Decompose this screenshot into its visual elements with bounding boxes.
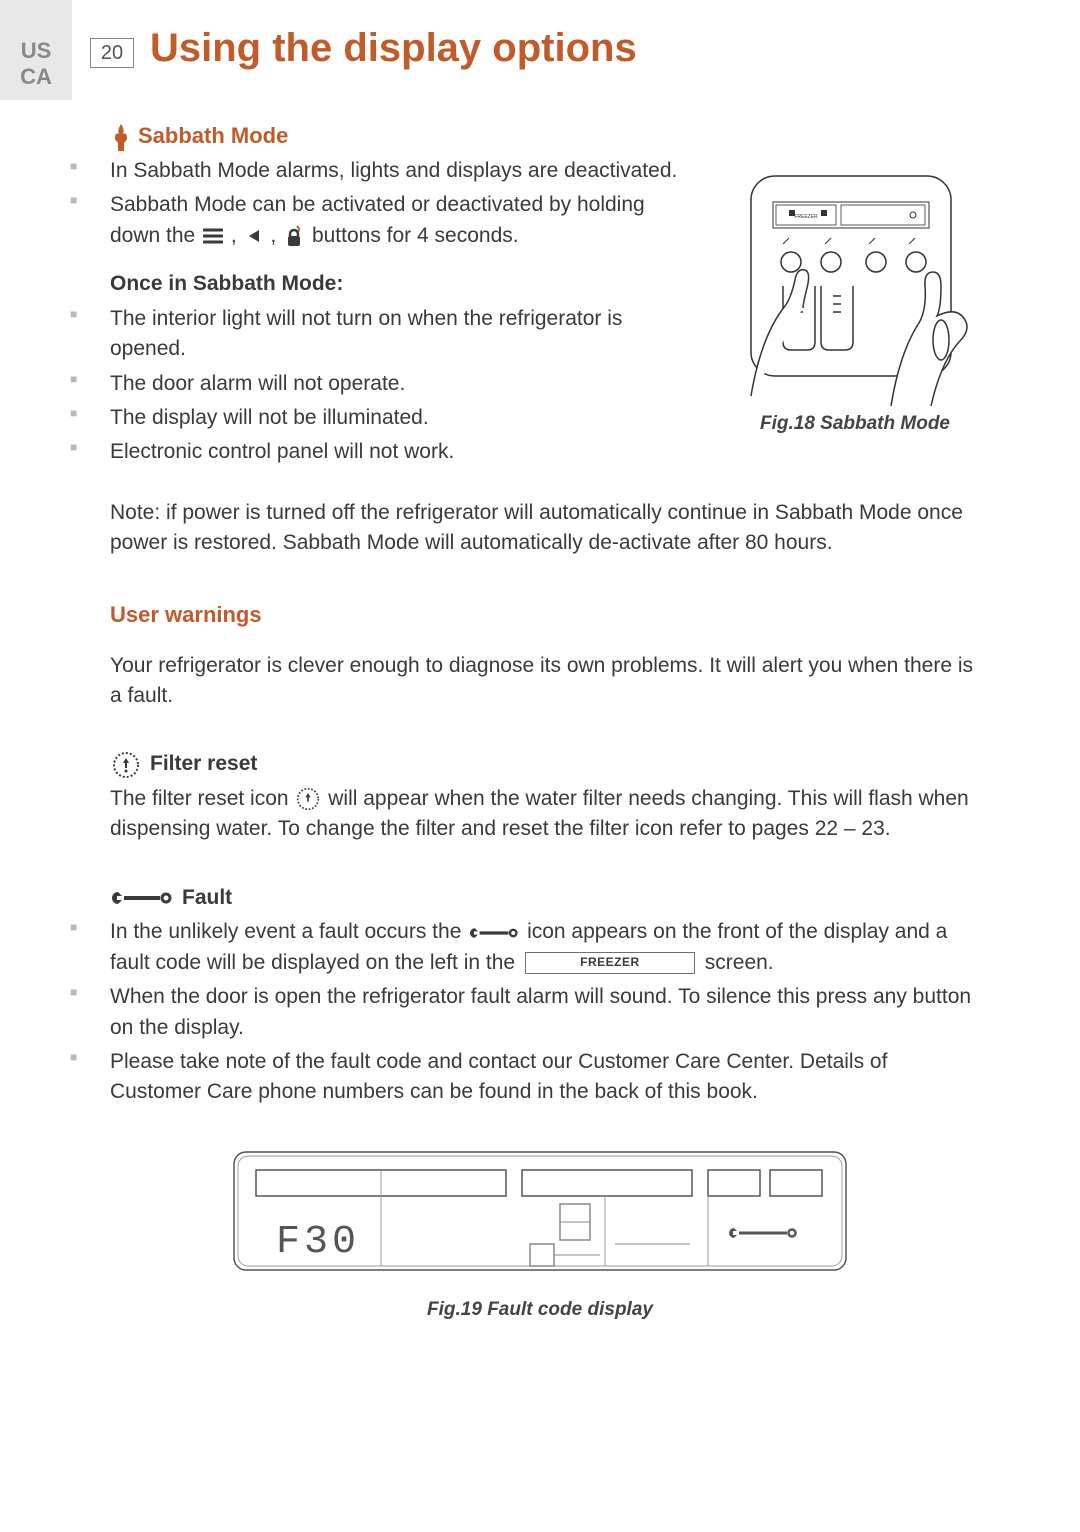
list-item: In Sabbath Mode alarms, lights and displ… xyxy=(70,156,680,186)
wrench-inline-icon xyxy=(469,925,519,941)
list-item: Please take note of the fault code and c… xyxy=(70,1047,980,1108)
list-item: When the door is open the refrigerator f… xyxy=(70,982,980,1043)
menu-icon xyxy=(203,228,223,244)
figure-19-caption: Fig.19 Fault code display xyxy=(230,1296,850,1324)
freezer-screen-label: FREEZER xyxy=(525,952,695,974)
sabbath-mode-header: Sabbath Mode xyxy=(110,120,980,152)
filter-reset-icon xyxy=(112,751,140,779)
filter-reset-header: Filter reset xyxy=(110,749,980,779)
lock-flame-icon xyxy=(284,224,304,248)
list-item: Electronic control panel will not work. xyxy=(70,437,680,467)
user-warnings-intro: Your refrigerator is clever enough to di… xyxy=(110,651,980,712)
locale-us: US xyxy=(21,38,52,64)
locale-ca: CA xyxy=(20,64,52,90)
page-number: 20 xyxy=(101,42,123,65)
fault-header: Fault xyxy=(110,883,980,913)
locale-sidebar: US CA xyxy=(0,0,72,100)
list-item: In the unlikely event a fault occurs the… xyxy=(70,917,980,978)
page-title: Using the display options xyxy=(150,26,637,71)
main-content: Sabbath Mode In Sabbath Mode alarms, lig… xyxy=(110,120,980,1323)
list-item: The door alarm will not operate. xyxy=(70,369,680,399)
svg-text:F30: F30 xyxy=(276,1220,360,1265)
sabbath-mode-title: Sabbath Mode xyxy=(138,120,288,152)
filter-reset-text: The filter reset icon will appear when t… xyxy=(110,784,980,845)
page-number-box: 20 xyxy=(90,38,134,68)
figure-19-illustration: F30 xyxy=(230,1148,850,1278)
list-item: The display will not be illuminated. xyxy=(70,403,680,433)
user-warnings-header: User warnings xyxy=(110,599,980,631)
sabbath-note: Note: if power is turned off the refrige… xyxy=(110,498,980,559)
once-in-sabbath-header: Once in Sabbath Mode: xyxy=(110,269,680,299)
figure-19: F30 xyxy=(230,1148,850,1324)
filter-reset-title: Filter reset xyxy=(150,749,257,779)
filter-reset-inline-icon xyxy=(296,787,320,811)
list-item: Sabbath Mode can be activated or deactiv… xyxy=(70,190,680,251)
left-arrow-icon xyxy=(245,228,263,244)
wrench-icon xyxy=(112,888,172,908)
fault-title: Fault xyxy=(182,883,232,913)
list-item: The interior light will not turn on when… xyxy=(70,304,680,365)
fault-list: In the unlikely event a fault occurs the… xyxy=(70,917,980,1108)
sabbath-intro-list: In Sabbath Mode alarms, lights and displ… xyxy=(70,156,680,251)
sabbath-once-list: The interior light will not turn on when… xyxy=(70,304,680,468)
sabbath-flame-icon xyxy=(112,122,130,152)
